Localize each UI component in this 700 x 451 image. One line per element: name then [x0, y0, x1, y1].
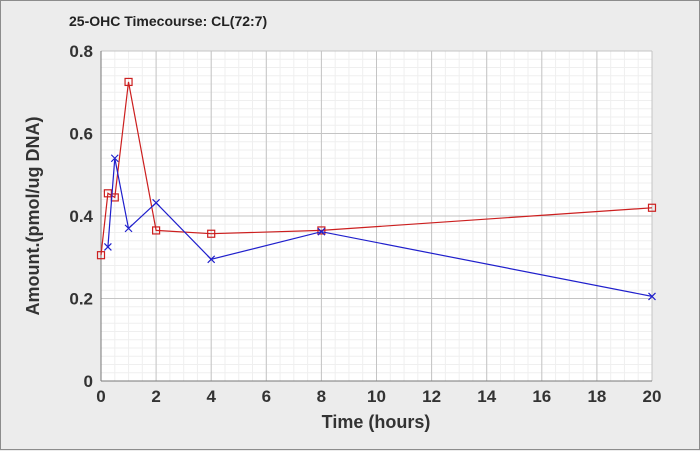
- y-tick-label: 0.4: [69, 207, 93, 226]
- y-tick-labels: 0 0.2 0.4 0.6 0.8: [69, 42, 93, 391]
- y-tick-label: 0.8: [69, 42, 93, 61]
- data-point: [124, 77, 133, 87]
- data-point: [152, 226, 161, 235]
- y-axis-label: Amount.(pmol/ug DNA): [23, 117, 43, 316]
- data-point: [207, 229, 216, 238]
- x-axis-label: Time (hours): [322, 412, 431, 432]
- axes: [100, 51, 652, 382]
- x-tick-label: 20: [643, 387, 662, 406]
- series-1: [96, 77, 657, 260]
- x-tick-label: 16: [532, 387, 551, 406]
- y-tick-label: 0: [84, 372, 93, 391]
- data-point: [103, 189, 112, 198]
- x-tick-label: 14: [477, 387, 496, 406]
- chart-title: 25-OHC Timecourse: CL(72:7): [69, 13, 267, 29]
- series-2: [103, 154, 656, 301]
- y-tick-label: 0.6: [69, 125, 93, 144]
- x-tick-labels: 0 2 4 6 8 10 12 14 16 18 20: [96, 387, 661, 406]
- x-tick-label: 2: [151, 387, 160, 406]
- data-point: [648, 292, 656, 301]
- x-tick-label: 0: [96, 387, 105, 406]
- data-point: [647, 203, 657, 212]
- data-point: [152, 198, 161, 207]
- x-tick-label: 10: [367, 387, 386, 406]
- x-tick-label: 12: [422, 387, 441, 406]
- x-tick-label: 4: [206, 387, 216, 406]
- data-point: [103, 243, 112, 251]
- data-point: [317, 227, 326, 236]
- y-tick-label: 0.2: [69, 290, 93, 309]
- data-point: [110, 154, 119, 163]
- series-line: [100, 81, 653, 256]
- series-layer: [96, 77, 657, 301]
- data-point: [207, 255, 216, 264]
- data-point: [96, 251, 106, 260]
- x-tick-label: 6: [262, 387, 271, 406]
- x-tick-label: 8: [317, 387, 326, 406]
- data-point: [124, 224, 133, 233]
- data-point: [317, 226, 326, 235]
- x-tick-label: 18: [587, 387, 606, 406]
